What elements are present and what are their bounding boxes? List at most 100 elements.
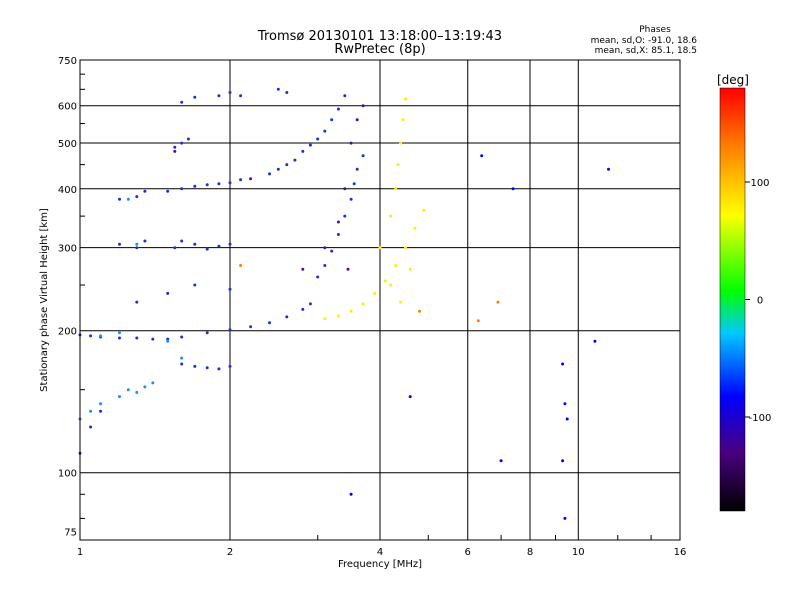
data-point — [330, 249, 334, 253]
grid-layer — [80, 60, 680, 540]
data-point — [143, 189, 147, 193]
data-point — [593, 339, 597, 343]
data-point — [404, 246, 407, 250]
data-point — [301, 307, 305, 311]
x-tick-label: 1 — [77, 547, 83, 558]
data-point — [99, 402, 103, 406]
data-points-layer — [78, 87, 610, 520]
data-point — [166, 337, 170, 341]
phase-stats-x: mean, sd,X: 85.1, 18.5 — [595, 46, 697, 56]
data-point — [118, 197, 121, 201]
x-tick-label: 8 — [527, 547, 533, 558]
data-point — [166, 189, 170, 193]
data-point — [205, 331, 209, 335]
data-point — [173, 246, 177, 250]
data-point — [180, 187, 184, 191]
data-point — [355, 167, 359, 171]
data-point — [135, 390, 139, 394]
colorbar-label: [deg] — [717, 73, 749, 87]
data-point — [217, 244, 221, 248]
data-point — [180, 356, 184, 360]
data-point — [323, 129, 327, 133]
data-point — [343, 214, 347, 218]
data-point — [173, 145, 177, 149]
x-tick-label: 2 — [227, 547, 233, 558]
data-point — [343, 94, 347, 98]
data-point — [285, 163, 289, 167]
data-point — [389, 214, 393, 218]
data-point — [399, 300, 403, 304]
data-point — [89, 334, 93, 338]
data-point — [239, 178, 243, 182]
data-point — [228, 242, 232, 246]
data-point — [135, 246, 139, 250]
data-point — [217, 182, 221, 186]
y-tick-label: 750 — [58, 56, 77, 67]
data-point — [316, 137, 320, 141]
data-point — [193, 364, 197, 368]
chart-subtitle: RwPretec (8p) — [334, 42, 425, 57]
data-point — [323, 264, 327, 267]
data-point — [293, 158, 297, 162]
data-point — [383, 279, 387, 283]
data-point — [285, 91, 289, 94]
data-point — [480, 154, 484, 158]
data-point — [394, 264, 398, 267]
colorbar-ticks: -100 0 100 — [745, 178, 771, 424]
data-point — [476, 319, 480, 323]
data-point — [389, 283, 393, 287]
data-point — [193, 184, 197, 188]
data-point — [118, 395, 121, 399]
data-point — [126, 388, 130, 392]
data-point — [422, 208, 426, 212]
data-point — [268, 172, 271, 176]
data-point — [373, 291, 376, 295]
data-point — [401, 118, 405, 122]
y-tick-label: 300 — [58, 244, 77, 255]
y-tick-labels: 75 100 200 300 400 500 600 750 — [58, 56, 77, 539]
data-point — [361, 302, 365, 306]
data-point — [399, 141, 403, 145]
data-point — [343, 187, 347, 191]
data-point — [268, 321, 271, 325]
data-point — [301, 149, 305, 153]
data-point — [217, 367, 221, 371]
y-tick-label: 500 — [58, 139, 77, 150]
data-point — [349, 309, 353, 313]
data-point — [143, 239, 147, 243]
data-point — [186, 137, 190, 141]
data-point — [228, 287, 232, 291]
data-point — [323, 317, 327, 321]
data-point — [607, 167, 610, 171]
data-point — [193, 95, 197, 99]
data-point — [89, 409, 93, 413]
data-point — [228, 328, 232, 332]
data-point — [193, 283, 197, 287]
data-point — [346, 267, 350, 271]
data-point — [228, 181, 232, 185]
phase-stats-o: mean, sd,O: -91.0, 18.6 — [591, 36, 698, 46]
data-point — [349, 141, 353, 145]
data-point — [99, 334, 103, 338]
data-point — [180, 239, 184, 243]
data-point — [349, 492, 353, 496]
data-point — [361, 104, 365, 108]
x-axis-label: Frequency [MHz] — [338, 559, 422, 570]
data-point — [355, 118, 359, 122]
data-point — [173, 149, 177, 153]
colorbar — [720, 88, 745, 511]
data-point — [308, 143, 312, 147]
phase-header: Phases — [639, 25, 671, 35]
data-point — [118, 242, 121, 246]
data-point — [166, 339, 170, 343]
data-point — [118, 331, 121, 335]
data-point — [135, 242, 139, 246]
data-point — [404, 97, 407, 101]
x-tick-labels: 1 2 4 6 8 10 16 — [77, 547, 687, 558]
data-point — [180, 100, 184, 104]
data-point — [239, 264, 243, 267]
x-tick-label: 4 — [377, 547, 383, 558]
data-point — [336, 314, 340, 318]
data-point — [135, 300, 139, 304]
data-point — [336, 220, 340, 224]
